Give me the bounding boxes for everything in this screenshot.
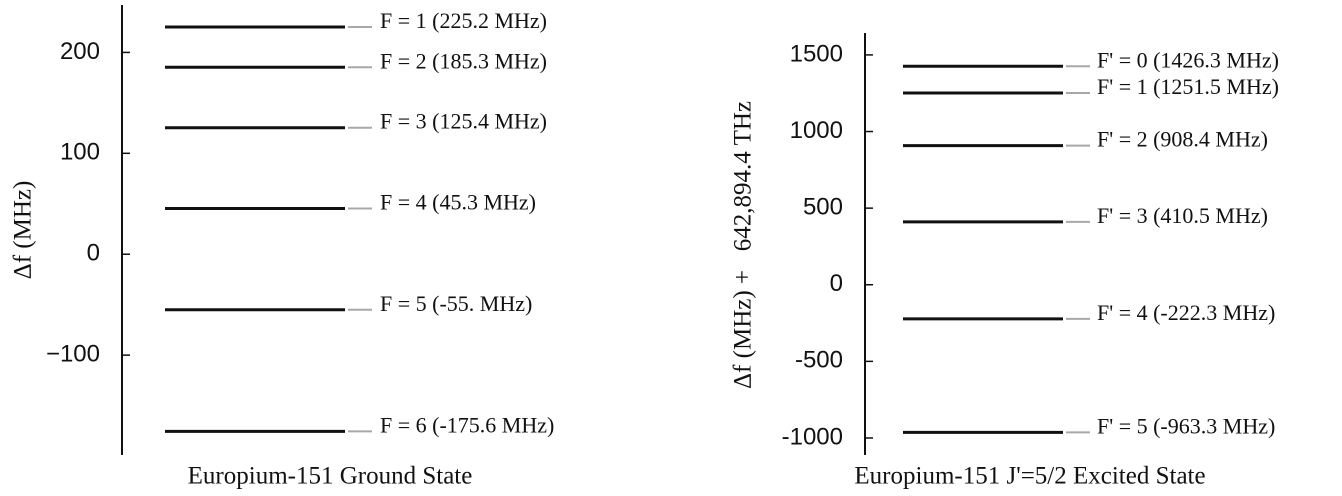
y-tick-label: -1000 <box>782 423 843 450</box>
y-tick-label: 0 <box>830 270 843 297</box>
y-tick-label: -500 <box>795 347 843 374</box>
y-tick-label: 1000 <box>790 117 843 144</box>
level-label: F = 5 (-55. MHz) <box>380 291 532 316</box>
y-tick-label: 0 <box>87 240 100 267</box>
y-tick-label: 500 <box>803 193 843 220</box>
y-tick-label: 1500 <box>790 40 843 67</box>
level-label: F = 4 (45.3 MHz) <box>380 190 536 215</box>
x-axis-label: Europium-151 J'=5/2 Excited State <box>854 463 1205 490</box>
level-label: F' = 4 (-222.3 MHz) <box>1097 300 1275 325</box>
level-label: F = 3 (125.4 MHz) <box>380 109 547 134</box>
x-axis-label: Europium-151 Ground State <box>188 463 473 490</box>
level-label: F' = 1 (1251.5 MHz) <box>1097 74 1279 99</box>
level-label: F' = 2 (908.4 MHz) <box>1097 127 1268 152</box>
level-label: F' = 5 (-963.3 MHz) <box>1097 413 1275 438</box>
level-label: F = 6 (-175.6 MHz) <box>380 412 554 437</box>
y-tick-label: −100 <box>46 340 100 367</box>
level-label: F = 2 (185.3 MHz) <box>380 48 547 73</box>
level-label: F = 1 (225.2 MHz) <box>380 8 547 33</box>
level-label: F' = 0 (1426.3 MHz) <box>1097 47 1279 72</box>
level-label: F' = 3 (410.5 MHz) <box>1097 203 1268 228</box>
y-tick-label: 200 <box>60 38 100 65</box>
y-axis-label: Δf (MHz) <box>10 181 37 280</box>
y-axis-label: Δf (MHz) + 642,894.4 THz <box>730 101 757 389</box>
y-tick-label: 100 <box>60 139 100 166</box>
